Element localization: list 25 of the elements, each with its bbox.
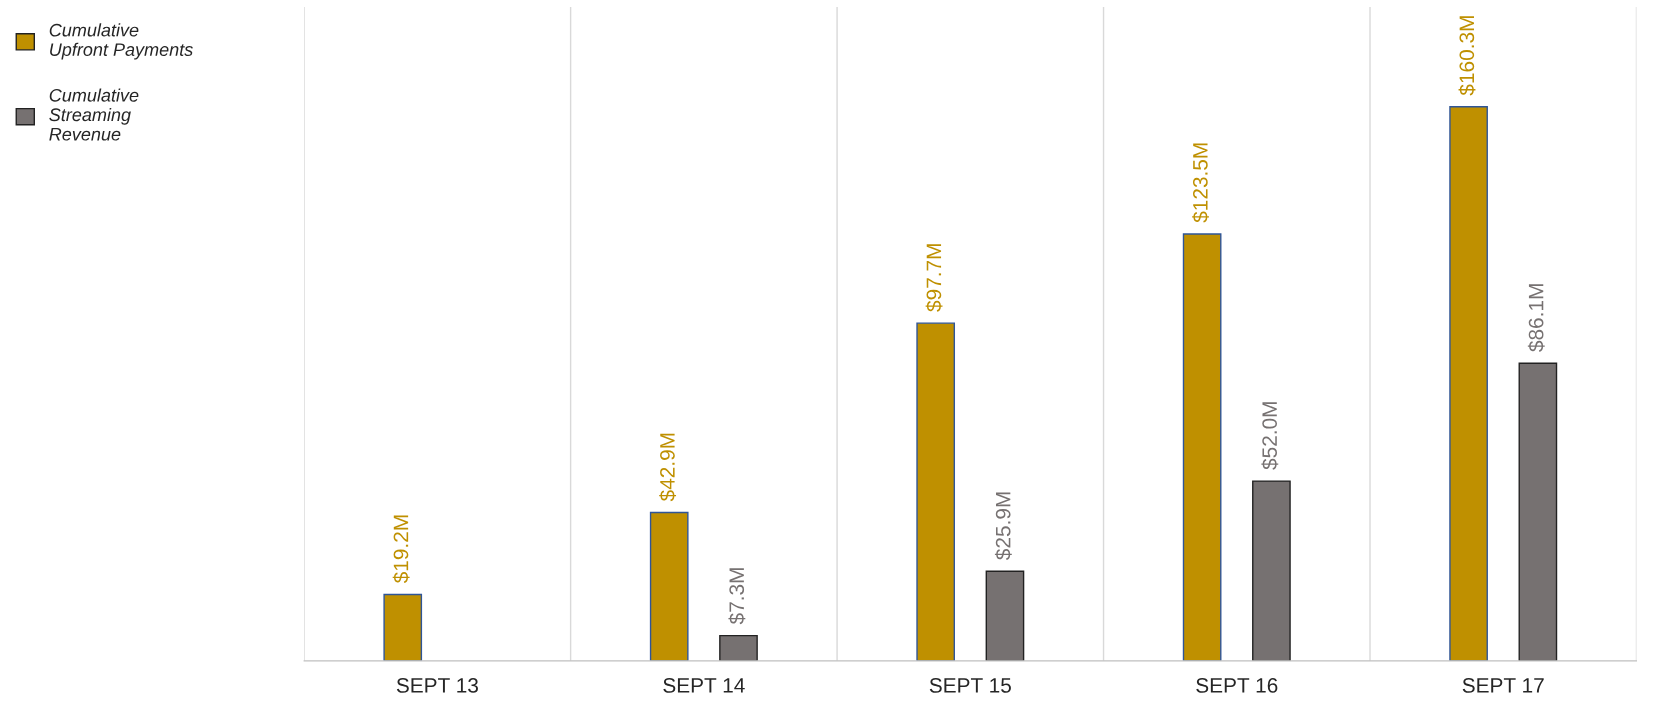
bar [1252,480,1291,661]
bar [985,570,1025,661]
data-label: $42.9M [659,433,677,502]
data-label: $7.3M [728,568,746,625]
data-label: $97.7M [925,244,943,312]
legend-label: Cumulative Streaming Revenue [49,88,139,141]
bar [719,634,758,661]
bar [1182,233,1222,661]
data-label: $52.0M [1261,402,1279,470]
data-label: $25.9M [994,492,1012,560]
bar [1449,106,1488,661]
x-tick-label: SEPT 16 [1196,678,1278,693]
x-tick-label: SEPT 13 [396,678,478,693]
data-label: $160.3M [1458,16,1476,96]
bar [649,511,689,661]
legend-label: Cumulative Upfront Payments [49,23,193,60]
bar [916,322,956,661]
x-tick-label: SEPT 15 [929,678,1011,693]
x-tick-label: SEPT 17 [1462,678,1544,693]
data-label: $123.5M [1192,143,1209,223]
x-tick-label: SEPT 14 [663,678,745,693]
bar [1518,362,1558,661]
data-label: $86.1M [1527,284,1545,352]
bar [383,593,423,661]
data-label: $19.2M [392,515,410,584]
